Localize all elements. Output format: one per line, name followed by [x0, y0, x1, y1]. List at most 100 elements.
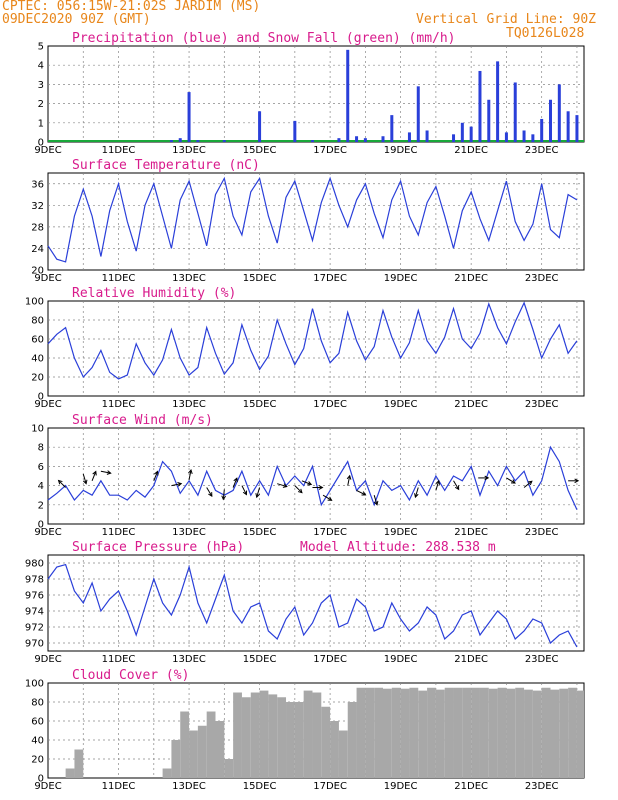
cloud-cover-bar [418, 690, 428, 778]
cloud-cover-bar [268, 694, 278, 778]
precip-bar [478, 70, 482, 142]
panel-frame [47, 300, 585, 397]
y-tick-label: 976 [25, 591, 44, 602]
cloud-cover-bar [197, 725, 207, 778]
temp-title: Surface Temperature (nC) [72, 158, 260, 173]
wind-arrow-head [255, 493, 260, 499]
model-altitude-label: Model Altitude: 288.538 m [300, 540, 496, 555]
precip-bar [416, 86, 420, 142]
wind-title: Surface Wind (m/s) [72, 413, 213, 428]
y-tick-label: 40 [31, 736, 44, 747]
precip-bar [407, 132, 411, 142]
x-tick-label: 15DEC [243, 654, 277, 665]
precip-bar [178, 138, 182, 142]
wind-arrow [373, 495, 378, 505]
wind-arrow-head [318, 485, 324, 490]
x-tick-label: 13DEC [172, 781, 206, 792]
precip-bar [513, 82, 517, 142]
precip-bar [310, 140, 314, 142]
y-tick-label: 36 [31, 179, 44, 190]
precip-bar [337, 138, 341, 142]
y-tick-label: 24 [31, 244, 44, 255]
x-tick-label: 19DEC [384, 399, 418, 410]
x-tick-label: 17DEC [313, 273, 347, 284]
y-tick-label: 40 [31, 354, 44, 365]
cloud-cover-bar [391, 687, 401, 778]
cloud-cover-bar [453, 687, 463, 778]
temp-panel: 20 24 28 32 36 9DEC 11DEC 13DEC 15DEC 17DEC 19DEC 2… [31, 158, 585, 284]
y-tick-label: 0 [38, 520, 44, 531]
y-tick-label: 32 [31, 201, 44, 212]
wind-arrow [82, 473, 87, 484]
x-tick-label: 9DEC [34, 781, 61, 792]
rh-title: Relative Humidity (%) [72, 286, 236, 301]
cloud-cover-bar [400, 688, 410, 778]
cloud-cover-bar [471, 687, 480, 778]
x-tick-label: 17DEC [313, 527, 347, 538]
wind-arrow-head [361, 491, 367, 496]
y-tick-label: 20 [31, 755, 44, 766]
x-tick-label: 21DEC [454, 273, 488, 284]
x-tick-label: 9DEC [34, 654, 61, 665]
precip-bar [522, 130, 526, 142]
y-tick-label: 970 [25, 639, 44, 650]
cloud-cover-bar [180, 711, 190, 778]
precip-bar [575, 115, 579, 142]
wind-arrow-head [233, 477, 238, 483]
y-tick-label: 1 [38, 118, 44, 129]
wind-arrow-head [510, 479, 516, 484]
x-tick-label: 13DEC [172, 273, 206, 284]
header-date: 09DEC2020 90Z (GMT) [2, 12, 151, 27]
x-tick-label: 15DEC [243, 273, 277, 284]
wind-arrow [256, 487, 261, 498]
cloud-cover-bar [488, 688, 498, 778]
wind-arrow-head [242, 490, 248, 496]
y-tick-label: 60 [31, 717, 44, 728]
x-tick-label: 13DEC [172, 654, 206, 665]
cloud-cover-bar [224, 759, 234, 778]
y-tick-label: 60 [31, 335, 44, 346]
y-tick-label: 4 [38, 481, 44, 492]
precip-bar [355, 136, 359, 142]
cloud-cover-bar [568, 687, 577, 778]
x-tick-label: 15DEC [243, 145, 277, 156]
cloud-cover-bar [259, 690, 269, 778]
y-tick-label: 0 [38, 774, 44, 785]
wind-arrow-head [177, 481, 183, 487]
precip-bar [381, 136, 385, 142]
y-tick-label: 80 [31, 698, 44, 709]
wind-arrow [153, 471, 158, 481]
y-tick-label: 28 [31, 222, 44, 233]
precip-bar [222, 140, 226, 142]
x-tick-label: 23DEC [525, 654, 559, 665]
cloud-cover-bar [435, 689, 445, 778]
y-tick-label: 980 [25, 559, 44, 570]
wind-arrow-head [574, 478, 580, 484]
precip-panel: 0 1 2 3 4 5 9DEC 11DEC 13DEC 15DEC 17DEC 19DEC 21DEC… [34, 31, 585, 156]
cloud-cover-bar [374, 687, 383, 778]
wind-arrow [222, 489, 225, 500]
wind-arrow [171, 483, 182, 487]
precip-bar [566, 111, 570, 142]
x-tick-label: 13DEC [172, 399, 206, 410]
wind-arrow-head [435, 479, 441, 485]
precip-bar [469, 126, 473, 142]
wind-arrow-head [106, 470, 112, 475]
x-tick-label: 19DEC [384, 527, 418, 538]
y-tick-label: 4 [38, 61, 44, 72]
cloud-cover-bar [162, 768, 172, 778]
cloud-cover-bar [312, 692, 322, 778]
x-tick-label: 21DEC [454, 527, 488, 538]
wind-arrow-head [454, 485, 460, 491]
precip-bar [196, 140, 200, 142]
precip-bar [293, 120, 297, 142]
wind-arrow-head [373, 500, 379, 506]
precip-bar [549, 99, 552, 142]
cloud-cover-bar [171, 740, 181, 778]
cloud-cover-bar [356, 687, 366, 778]
wind-arrow-head [414, 493, 419, 499]
x-tick-label: 15DEC [243, 781, 277, 792]
cloud-cover-bar [479, 687, 489, 778]
wind-arrow-head [307, 481, 313, 486]
